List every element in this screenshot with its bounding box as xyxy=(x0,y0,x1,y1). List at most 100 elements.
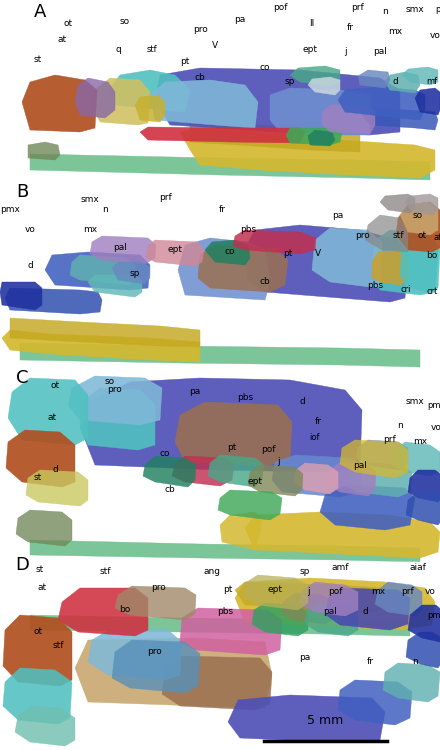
Polygon shape xyxy=(305,603,358,636)
Text: at: at xyxy=(37,584,47,592)
Text: q: q xyxy=(115,46,121,55)
Polygon shape xyxy=(290,66,340,86)
Text: pa: pa xyxy=(299,653,311,662)
Text: at: at xyxy=(434,233,440,242)
Text: d: d xyxy=(299,398,305,406)
Polygon shape xyxy=(88,275,142,297)
Text: fr: fr xyxy=(219,206,225,214)
Text: prf: prf xyxy=(402,587,414,596)
Text: amf: amf xyxy=(331,563,349,572)
Text: stf: stf xyxy=(99,568,111,577)
Text: B: B xyxy=(16,183,28,201)
Polygon shape xyxy=(45,252,150,290)
Polygon shape xyxy=(340,440,408,478)
Polygon shape xyxy=(365,215,408,252)
Polygon shape xyxy=(3,615,72,686)
Polygon shape xyxy=(143,456,196,487)
Text: stf: stf xyxy=(147,46,158,55)
Text: pbs: pbs xyxy=(367,280,383,290)
Text: sp: sp xyxy=(285,77,295,86)
Polygon shape xyxy=(26,470,88,506)
Polygon shape xyxy=(233,230,316,254)
Text: D: D xyxy=(15,556,29,574)
Text: so: so xyxy=(413,211,423,220)
Polygon shape xyxy=(218,490,282,520)
Text: pbs: pbs xyxy=(237,394,253,403)
Text: prf: prf xyxy=(352,4,364,13)
Polygon shape xyxy=(90,236,156,264)
Polygon shape xyxy=(70,255,135,285)
Polygon shape xyxy=(135,95,165,122)
Text: ll: ll xyxy=(309,20,315,28)
Text: ot: ot xyxy=(418,230,426,239)
Text: n: n xyxy=(382,8,388,16)
Polygon shape xyxy=(358,70,390,88)
Polygon shape xyxy=(198,245,288,292)
Polygon shape xyxy=(228,695,385,742)
Polygon shape xyxy=(75,638,272,708)
Text: stf: stf xyxy=(52,640,64,650)
Text: sp: sp xyxy=(130,269,140,278)
Text: smx: smx xyxy=(406,5,424,14)
Polygon shape xyxy=(272,455,362,497)
Polygon shape xyxy=(408,605,440,642)
Polygon shape xyxy=(58,588,148,636)
Polygon shape xyxy=(270,88,370,135)
Polygon shape xyxy=(372,230,438,295)
Text: st: st xyxy=(34,473,42,482)
Text: ot: ot xyxy=(63,19,73,28)
Polygon shape xyxy=(372,250,408,285)
Polygon shape xyxy=(415,88,440,115)
Polygon shape xyxy=(322,105,375,134)
Text: prf: prf xyxy=(159,194,171,202)
Text: pal: pal xyxy=(353,460,367,470)
Polygon shape xyxy=(400,232,440,292)
Polygon shape xyxy=(235,582,385,612)
Polygon shape xyxy=(112,262,150,284)
Text: pmx: pmx xyxy=(427,610,440,620)
Text: pal: pal xyxy=(323,608,337,616)
Text: pof: pof xyxy=(261,446,275,454)
Polygon shape xyxy=(208,455,264,487)
Polygon shape xyxy=(375,582,422,616)
Polygon shape xyxy=(400,202,438,235)
Text: st: st xyxy=(36,566,44,574)
Text: fr: fr xyxy=(315,418,322,427)
Polygon shape xyxy=(362,108,438,130)
Text: at: at xyxy=(58,35,66,44)
Polygon shape xyxy=(300,582,358,616)
Text: pof: pof xyxy=(273,4,287,13)
Polygon shape xyxy=(190,122,360,152)
Polygon shape xyxy=(82,378,362,472)
Text: mx: mx xyxy=(83,226,97,235)
Polygon shape xyxy=(20,343,420,367)
Text: d: d xyxy=(52,466,58,475)
Text: pa: pa xyxy=(235,16,246,25)
Text: cb: cb xyxy=(165,485,176,494)
Text: vo: vo xyxy=(425,587,436,596)
Text: cri: cri xyxy=(401,286,411,295)
Text: pt: pt xyxy=(227,443,237,452)
Polygon shape xyxy=(22,75,97,132)
Polygon shape xyxy=(140,127,305,143)
Polygon shape xyxy=(282,593,335,624)
Text: so: so xyxy=(105,377,115,386)
Polygon shape xyxy=(242,575,308,610)
Text: vo: vo xyxy=(25,226,36,235)
Polygon shape xyxy=(30,615,410,636)
Polygon shape xyxy=(80,388,155,450)
Polygon shape xyxy=(30,154,430,180)
Polygon shape xyxy=(245,225,408,302)
Text: crt: crt xyxy=(426,287,438,296)
Text: smx: smx xyxy=(81,196,99,205)
Polygon shape xyxy=(356,440,408,470)
Text: V: V xyxy=(315,250,321,259)
Text: co: co xyxy=(225,248,235,256)
Polygon shape xyxy=(294,463,338,494)
Polygon shape xyxy=(320,485,415,530)
Text: ang: ang xyxy=(203,568,220,577)
Text: cb: cb xyxy=(194,73,205,82)
Polygon shape xyxy=(10,318,200,347)
Polygon shape xyxy=(396,202,440,252)
Text: j: j xyxy=(307,587,309,596)
